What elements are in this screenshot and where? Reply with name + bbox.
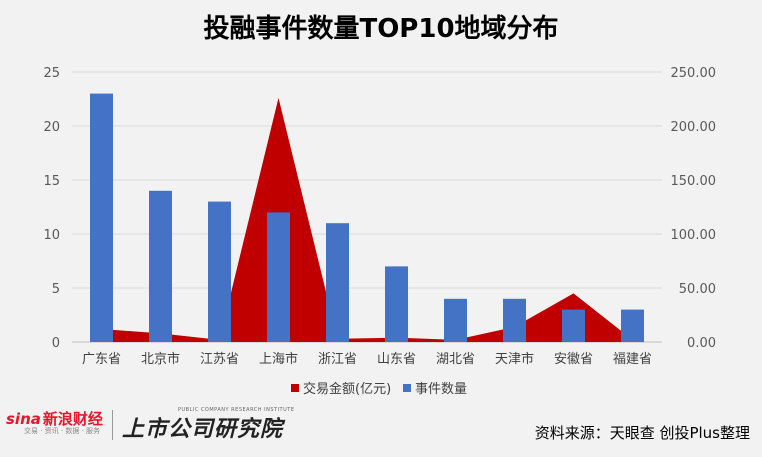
category-label: 广东省 [82, 352, 121, 367]
category-label: 湖北省 [436, 352, 475, 367]
area-series [101, 97, 633, 342]
right-tick-label: 250.00 [671, 66, 717, 81]
left-tick-label: 15 [43, 174, 60, 189]
source-note: 资料来源：天眼查 创投Plus整理 [534, 424, 750, 442]
brand-subtitle: PUBLIC COMPANY RESEARCH INSTITUTE [178, 407, 295, 413]
event-count-bar [90, 93, 113, 342]
left-tick-label: 10 [43, 228, 60, 243]
event-count-bar [326, 223, 349, 342]
legend-swatch [291, 384, 299, 392]
right-tick-label: 200.00 [671, 120, 717, 135]
sina-finance-logo: sina 新浪财经 交易 · 资讯 · 数据 · 服务 [6, 408, 103, 436]
category-label: 北京市 [141, 351, 180, 367]
category-label: 安徽省 [554, 352, 593, 367]
chart-title: 投融事件数量TOP10地域分布 [203, 14, 559, 44]
category-label: 山东省 [377, 352, 416, 367]
sina-finance-text: 新浪财经 [42, 410, 103, 428]
left-tick-label: 5 [52, 282, 60, 297]
legend-label: 交易金额(亿元) [303, 381, 391, 397]
event-count-bar [149, 190, 172, 342]
event-count-bar [503, 298, 526, 342]
left-tick-label: 25 [43, 66, 60, 81]
category-label: 江苏省 [200, 351, 239, 367]
right-axis-ticks: 0.00 50.00 100.00 150.00 200.00 250.00 [671, 66, 717, 351]
sina-logo-subtitle: 交易 · 资讯 · 数据 · 服务 [24, 427, 101, 435]
event-count-bar [208, 201, 231, 342]
category-label: 福建省 [613, 352, 652, 367]
brand-logo: 上市公司研究院 [122, 417, 284, 442]
category-labels: 广东省 北京市 江苏省 上海市 浙江省 山东省 湖北省 天津市 安徽省 福建省 [82, 351, 652, 367]
event-count-bar [444, 298, 467, 342]
logo-divider [112, 410, 113, 440]
right-tick-label: 0.00 [687, 336, 716, 351]
sina-logo-text: sina [6, 409, 41, 428]
category-label: 浙江省 [318, 352, 357, 367]
event-count-bar [562, 309, 585, 342]
left-tick-label: 0 [52, 336, 60, 351]
left-tick-label: 20 [43, 120, 60, 135]
category-label: 上海市 [259, 351, 298, 367]
right-tick-label: 50.00 [679, 282, 716, 297]
right-tick-label: 150.00 [671, 174, 717, 189]
legend-swatch [403, 384, 411, 392]
bar-series [90, 93, 644, 342]
category-label: 天津市 [495, 351, 534, 367]
event-count-bar [267, 212, 290, 342]
left-axis-ticks: 0 5 10 15 20 25 [43, 66, 60, 351]
event-count-bar [385, 266, 408, 342]
event-count-bar [621, 309, 644, 342]
legend: 交易金额(亿元) 事件数量 [291, 381, 467, 397]
amount-area [101, 97, 633, 342]
right-tick-label: 100.00 [671, 228, 717, 243]
legend-label: 事件数量 [415, 382, 467, 397]
